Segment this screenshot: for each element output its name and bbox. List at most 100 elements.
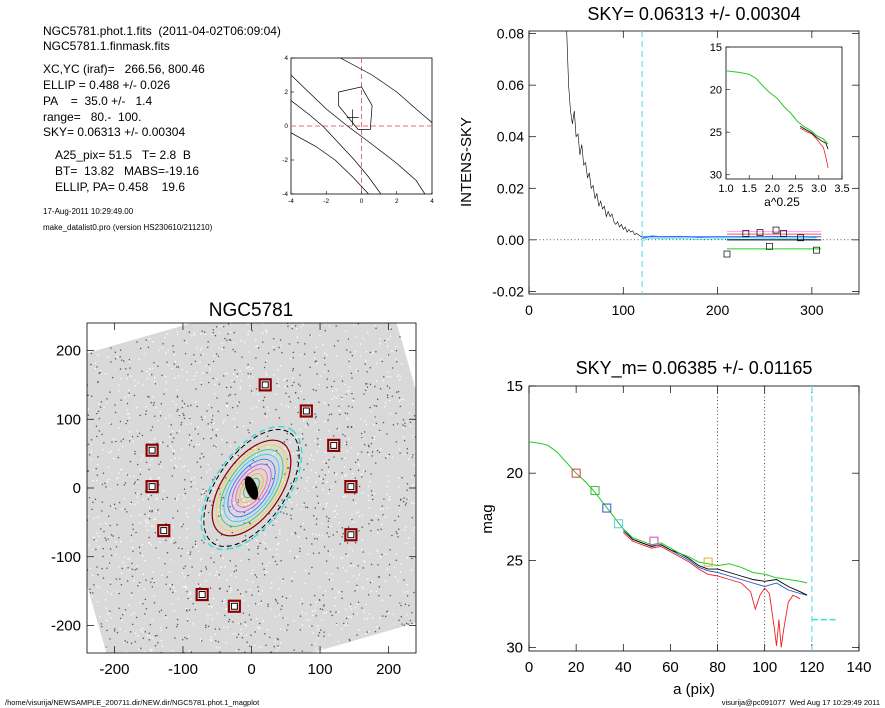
noise-pixel [244, 503, 247, 506]
noise-pixel [89, 588, 91, 591]
noise-pixel [212, 377, 215, 380]
noise-pixel [453, 533, 455, 535]
noise-pixel [411, 622, 413, 625]
noise-pixel [322, 482, 324, 485]
noise-pixel [354, 461, 357, 464]
noise-pixel [335, 611, 337, 613]
noise-pixel [375, 626, 378, 628]
contour-ytick-label-0: -4 [282, 191, 288, 198]
noise-pixel [347, 405, 350, 408]
noise-pixel [107, 356, 110, 359]
noise-pixel [155, 661, 157, 663]
noise-pixel [176, 496, 179, 499]
noise-pixel [43, 375, 45, 377]
noise-pixel [67, 399, 69, 401]
noise-pixel [444, 512, 446, 514]
noise-pixel [229, 393, 232, 396]
noise-pixel [102, 577, 105, 579]
sky-ytick-label-5: 0.08 [497, 26, 524, 42]
noise-pixel [335, 388, 338, 391]
noise-pixel [374, 416, 376, 418]
noise-pixel [387, 306, 389, 308]
noise-pixel [144, 598, 147, 601]
noise-pixel [188, 331, 191, 333]
noise-pixel [287, 297, 289, 299]
noise-pixel [181, 547, 183, 550]
noise-pixel [146, 634, 149, 637]
noise-pixel [258, 622, 261, 625]
noise-pixel [437, 615, 439, 617]
noise-pixel [349, 603, 352, 605]
contour-curve-middle-upper [291, 74, 426, 194]
noise-pixel [275, 408, 277, 411]
noise-pixel [376, 449, 379, 452]
noise-pixel [208, 603, 210, 606]
noise-pixel [302, 522, 305, 525]
contour-curve-outer-lower [291, 132, 369, 194]
noise-pixel [402, 500, 405, 503]
noise-pixel [118, 536, 120, 539]
mag-xtick-label-6: 120 [799, 659, 824, 676]
noise-pixel [405, 502, 408, 504]
noise-pixel [278, 417, 281, 419]
noise-pixel [326, 354, 328, 356]
noise-pixel [422, 567, 424, 569]
noise-pixel [196, 585, 199, 587]
noise-pixel [97, 516, 99, 519]
noise-pixel [302, 417, 305, 420]
noise-pixel [185, 536, 188, 539]
noise-pixel [96, 585, 98, 588]
noise-pixel [340, 448, 342, 451]
noise-pixel [104, 537, 106, 539]
noise-pixel [39, 368, 41, 370]
noise-pixel [321, 468, 323, 471]
noise-pixel [360, 279, 362, 281]
noise-pixel [274, 640, 277, 643]
noise-pixel [245, 655, 247, 657]
noise-pixel [121, 508, 123, 511]
noise-pixel [153, 438, 156, 440]
noise-pixel [323, 357, 326, 359]
contour-curve-inner-loop [338, 86, 373, 130]
noise-pixel [251, 329, 254, 332]
noise-pixel [310, 454, 313, 456]
noise-pixel [448, 545, 450, 547]
noise-pixel [72, 500, 74, 502]
noise-pixel [91, 508, 93, 511]
noise-pixel [341, 628, 343, 630]
noise-pixel [161, 574, 163, 577]
mag-profile-frame [528, 385, 860, 652]
noise-pixel [387, 474, 389, 477]
noise-pixel [401, 476, 403, 479]
noise-pixel [384, 553, 387, 556]
noise-pixel [410, 476, 413, 478]
noise-pixel [192, 623, 194, 625]
noise-pixel [347, 321, 349, 323]
noise-pixel [316, 637, 319, 640]
noise-pixel [171, 583, 174, 586]
noise-pixel [328, 517, 330, 520]
noise-pixel [370, 590, 372, 593]
noise-pixel [270, 651, 273, 653]
noise-pixel [272, 556, 274, 558]
noise-pixel [413, 415, 416, 417]
noise-pixel [91, 548, 93, 551]
noise-pixel [397, 390, 400, 393]
noise-pixel [93, 517, 95, 520]
noise-pixel [236, 426, 238, 428]
noise-pixel [218, 509, 220, 511]
noise-pixel [336, 428, 339, 430]
noise-pixel [199, 349, 202, 351]
noise-pixel [237, 454, 240, 457]
noise-pixel [302, 438, 304, 440]
noise-pixel [379, 338, 381, 341]
noise-pixel [375, 320, 377, 322]
noise-pixel [428, 470, 430, 472]
noise-pixel [101, 625, 103, 628]
noise-pixel [95, 548, 97, 551]
noise-pixel [221, 324, 223, 327]
noise-pixel [154, 645, 157, 647]
noise-pixel [396, 324, 399, 327]
noise-pixel [136, 564, 139, 567]
noise-pixel [115, 541, 117, 543]
